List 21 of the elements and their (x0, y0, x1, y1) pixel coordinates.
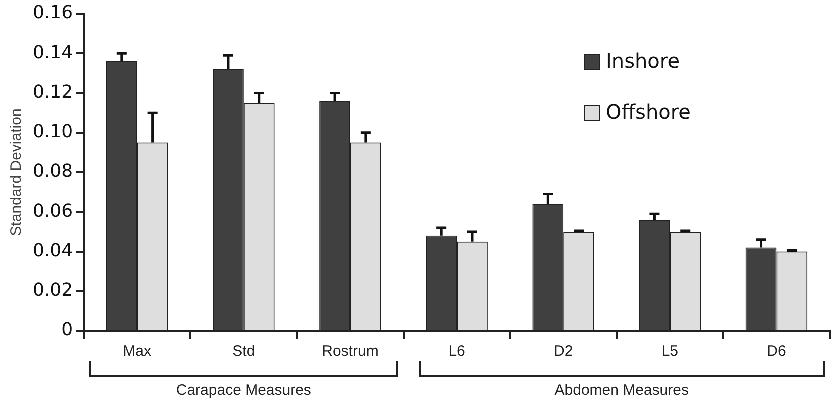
y-tick-label: 0.10 (33, 122, 74, 143)
x-tick-label: D6 (767, 343, 786, 360)
x-tick-label: L5 (662, 343, 679, 360)
y-axis-title: Standard Deviation (8, 108, 26, 236)
y-tick-label: 0.08 (33, 161, 74, 182)
y-tick-label: 0 (62, 320, 74, 341)
y-tick-label: 0.16 (33, 2, 74, 24)
legend-label: Inshore (606, 49, 680, 74)
text: Carapace Measures (176, 382, 312, 399)
x-tick-label: L6 (448, 343, 466, 360)
y-tick-label: 0.12 (33, 82, 74, 103)
y-tick-label: 0.04 (33, 240, 74, 262)
x-tick-label: Std (232, 343, 256, 360)
text: Abdomen Measures (554, 382, 689, 399)
y-tick-label: 0.14 (33, 42, 74, 64)
x-tick-label: Rostrum (322, 343, 379, 360)
legend-label: Offshore (606, 100, 691, 124)
y-tick-label: 0.06 (33, 200, 74, 222)
x-tick-label: D2 (554, 343, 574, 360)
y-tick-label: 0.02 (33, 280, 74, 302)
x-tick-label: Max (123, 343, 152, 360)
